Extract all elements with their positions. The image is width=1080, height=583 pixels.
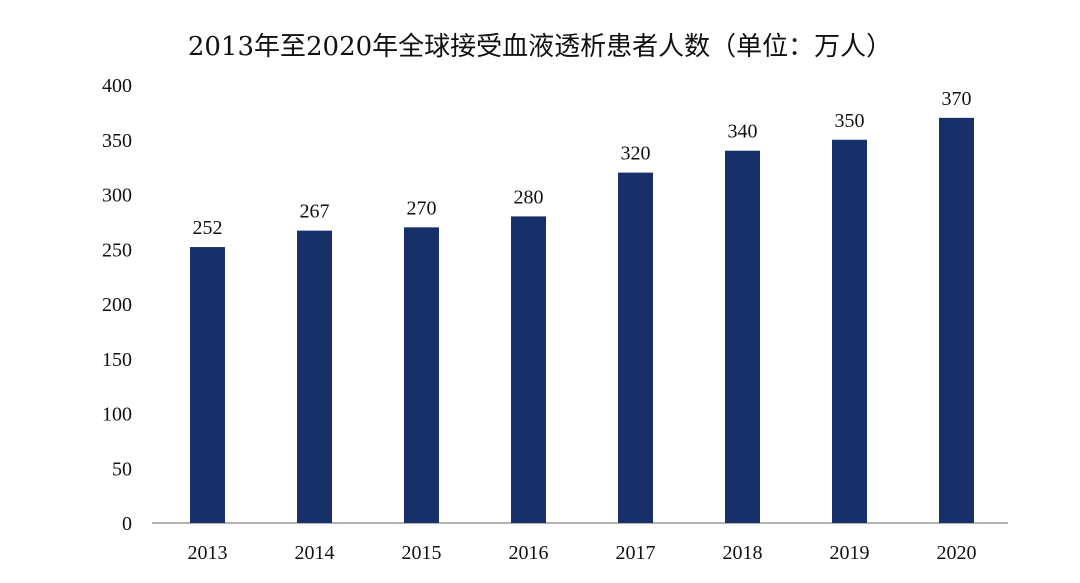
data-label-2018: 340 [728,121,758,143]
x-tick-label: 2018 [723,542,763,564]
data-label-2013: 252 [193,217,223,239]
data-label-2019: 350 [835,110,865,132]
x-tick-label: 2020 [937,542,977,564]
y-tick-label: 150 [102,349,132,371]
bar-2015 [404,227,439,523]
chart-title: 2013年至2020年全球接受血液透析患者人数（单位：万人） [188,32,892,62]
bar-2018 [725,150,760,523]
x-axis: 2013 2014 2015 2016 2017 2018 2019 2020 [152,522,1008,564]
bar-2017 [618,172,653,523]
bar-2020 [939,117,974,523]
y-tick-label: 350 [102,130,132,152]
y-tick-label: 50 [112,458,132,480]
y-tick-label: 200 [102,294,132,316]
y-tick-label: 300 [102,185,132,207]
bar-2019 [832,139,867,523]
x-tick-label: 2017 [616,542,656,564]
data-labels: 252 267 270 280 320 340 350 370 [193,88,972,239]
y-tick-label: 100 [102,404,132,426]
x-tick-label: 2013 [188,542,228,564]
y-axis: 0 50 100 150 200 250 300 350 400 [102,75,132,535]
bar-2014 [297,230,332,523]
y-tick-label: 0 [122,513,132,535]
y-tick-label: 400 [102,75,132,97]
data-label-2020: 370 [942,88,972,110]
x-tick-label: 2016 [509,542,549,564]
data-label-2016: 280 [514,186,544,208]
bar-2016 [511,216,546,523]
x-tick-label: 2015 [402,542,442,564]
bar-series [190,117,974,523]
data-label-2017: 320 [621,143,651,165]
bar-2013 [190,247,225,523]
data-label-2015: 270 [407,197,437,219]
x-tick-label: 2014 [295,542,335,564]
data-label-2014: 267 [300,201,330,223]
y-tick-label: 250 [102,239,132,261]
x-tick-label: 2019 [830,542,870,564]
